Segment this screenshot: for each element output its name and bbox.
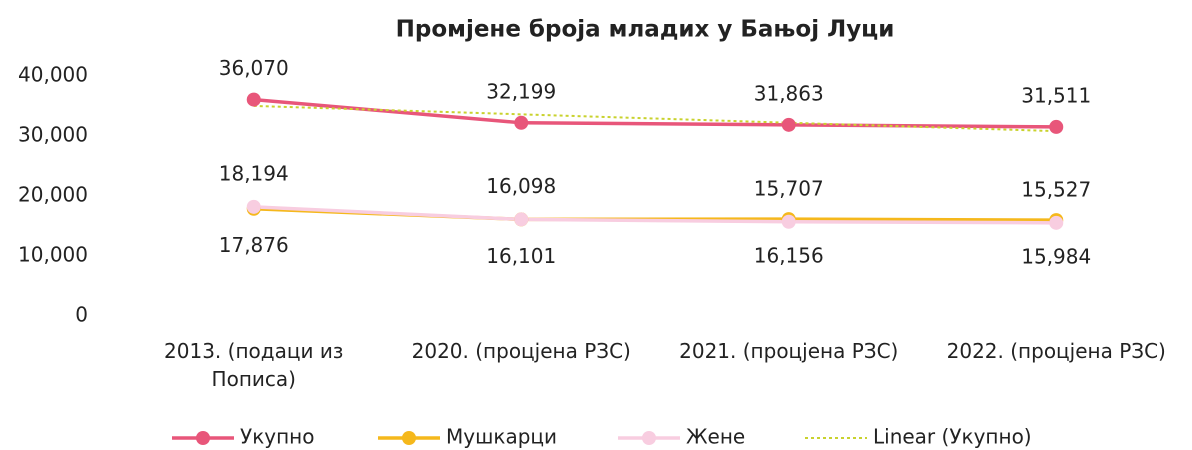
data-point	[1049, 119, 1064, 134]
data-label: 18,194	[219, 161, 289, 185]
x-tick-label: 2022. (процјена РЗС)	[946, 339, 1166, 363]
series-line	[253, 206, 1057, 222]
data-label: 15,707	[754, 176, 824, 200]
data-label: 32,199	[486, 79, 556, 103]
data-point	[781, 117, 796, 132]
data-label: 15,527	[1021, 177, 1091, 201]
series-line	[253, 205, 1057, 225]
legend-label: Жене	[686, 425, 745, 449]
legend-marker	[196, 431, 210, 445]
data-point	[246, 199, 261, 214]
chart-title: Промјене броја младих у Бањој Луци	[396, 17, 895, 43]
legend-label: Укупно	[240, 425, 315, 449]
data-label: 17,876	[219, 233, 289, 257]
data-point	[246, 92, 261, 107]
legend-marker	[642, 431, 656, 445]
data-point	[514, 115, 529, 130]
x-tick-label: 2021. (процјена РЗС)	[679, 339, 899, 363]
data-point	[781, 214, 796, 229]
data-label: 16,156	[754, 244, 824, 268]
legend-label: Мушкарци	[446, 425, 557, 449]
x-tick-label: 2013. (подаци из Пописа)	[164, 339, 344, 391]
data-label: 16,101	[486, 244, 556, 268]
y-tick-label: 40,000	[18, 63, 88, 87]
legend-marker	[402, 431, 416, 445]
x-tick-label: 2020. (процјена РЗС)	[411, 339, 631, 363]
data-label: 31,511	[1021, 83, 1091, 107]
y-tick-label: 0	[75, 303, 88, 327]
data-label: 36,070	[219, 56, 289, 80]
data-label: 31,863	[754, 81, 824, 105]
y-tick-label: 10,000	[18, 243, 88, 267]
legend-label: Linear (Укупно)	[873, 425, 1032, 449]
data-label: 16,098	[486, 174, 556, 198]
y-tick-label: 30,000	[18, 123, 88, 147]
data-point	[514, 212, 529, 227]
trend-line	[253, 104, 1057, 133]
y-tick-label: 20,000	[18, 183, 88, 207]
series-line	[253, 97, 1057, 129]
data-label: 15,984	[1021, 245, 1091, 269]
data-point	[1049, 215, 1064, 230]
